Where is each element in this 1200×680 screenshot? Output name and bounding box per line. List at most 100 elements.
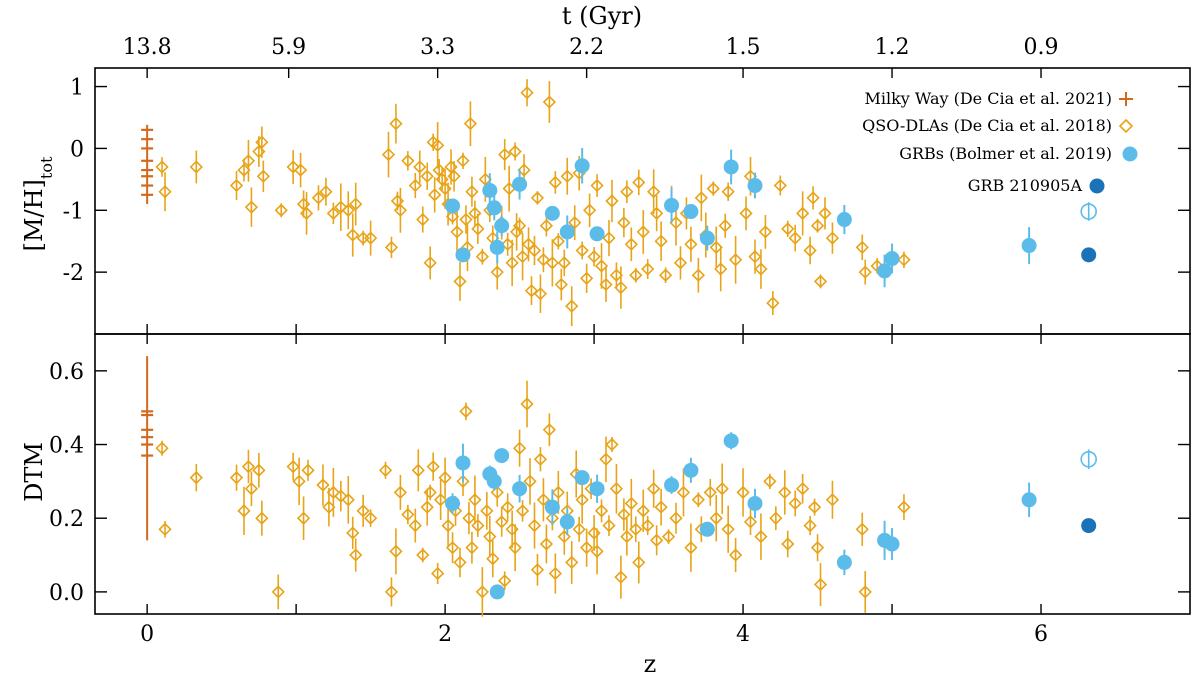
grb-point [512, 176, 528, 192]
qso-dla-point [897, 253, 911, 267]
qso-dla-point [241, 154, 256, 168]
qso-dla-point [495, 515, 509, 529]
grb-point [544, 499, 560, 515]
qso-dla-point [155, 441, 169, 455]
y-tick-label: 0.6 [49, 360, 84, 385]
qso-dla-point [420, 169, 434, 183]
qso-dla-point [475, 585, 489, 599]
grb-point [482, 182, 498, 198]
qso-dla-point [456, 474, 470, 488]
qso-dla-point [505, 256, 519, 270]
grb-point [494, 448, 510, 464]
qso-dla-point [650, 206, 664, 221]
qso-dla-point [416, 212, 430, 227]
qso-dla-point [490, 265, 504, 279]
qso-dla-point [641, 518, 655, 533]
grb-point [489, 239, 505, 255]
legend-label-qso-dlas: QSO-DLAs (De Cia et al. 2018) [862, 116, 1112, 135]
grb-point [544, 205, 560, 221]
qso-dla-point [605, 194, 619, 208]
legend-marker-circle [1122, 146, 1138, 162]
qso-dla-point [575, 493, 589, 507]
qso-dla-point [548, 175, 562, 190]
qso-dla-point [316, 478, 330, 492]
grb-point [455, 247, 471, 263]
qso-dla-point [858, 265, 872, 279]
qso-dla-point [806, 191, 820, 205]
qso-dla-point [237, 163, 251, 177]
grb-point [445, 495, 461, 511]
qso-dla-point [434, 493, 448, 507]
qso-dla-point [587, 250, 601, 264]
grb-point [699, 521, 715, 537]
qso-dla-point [754, 262, 768, 276]
grb-210905a-point [1081, 518, 1097, 534]
qso-dla-point [575, 243, 589, 258]
qso-dla-point [401, 507, 415, 522]
qso-dla-point [813, 577, 828, 592]
qso-dla-point [632, 555, 646, 570]
grb-point [512, 481, 528, 497]
qso-dla-point [423, 485, 437, 500]
x-tick-label: 2 [438, 622, 452, 647]
qso-dla-point [748, 250, 762, 264]
qso-dla-point [498, 574, 512, 588]
grb-point [683, 462, 699, 478]
qso-dla-point [189, 471, 203, 485]
qso-dla-point [565, 555, 579, 570]
grb-point [489, 584, 505, 600]
qso-dla-point [739, 206, 753, 221]
qso-dla-point [803, 243, 817, 258]
qso-dla-point [599, 452, 613, 466]
qso-dla-point [334, 200, 348, 214]
qso-dla-point [718, 219, 732, 233]
qso-dla-point [311, 191, 326, 205]
qso-dla-point [781, 537, 795, 551]
panel-bottom-frame [94, 333, 1191, 615]
qso-dla-point [483, 530, 497, 544]
grb-point [574, 470, 590, 486]
qso-dla-point [803, 518, 817, 533]
qso-dla-point [825, 493, 840, 507]
qso-dla-point [465, 185, 479, 199]
qso-dla-point [296, 511, 311, 525]
grb-point [699, 230, 715, 246]
qso-dla-point [545, 256, 559, 270]
x-tick-label: 4 [736, 622, 750, 647]
qso-dla-point [788, 496, 802, 511]
top-axis-tick-label: 1.2 [875, 35, 910, 60]
qso-dla-point [614, 280, 628, 295]
grb-point [445, 198, 461, 214]
qso-dla-point [530, 191, 545, 205]
qso-dla-point [551, 234, 565, 248]
qso-dla-point [694, 191, 708, 205]
grb-point [884, 251, 900, 267]
qso-dla-point [229, 178, 244, 193]
qso-dla-point [641, 262, 655, 276]
qso-dla-point [647, 185, 661, 199]
grb-point [494, 218, 510, 234]
qso-dla-point [244, 482, 259, 496]
y-tick-label: 0 [70, 137, 84, 162]
qso-dla-point [572, 522, 586, 536]
qso-dla-point [363, 231, 378, 245]
qso-dla-point [614, 570, 628, 584]
qso-dla-point [825, 231, 840, 245]
grb-point [747, 178, 763, 194]
qso-dla-point [565, 299, 579, 313]
qso-dla-point [721, 522, 735, 536]
grb-point [664, 477, 680, 493]
qso-dla-point [299, 206, 314, 221]
qso-dla-point [393, 203, 408, 217]
qso-dla-point [453, 555, 467, 570]
y-tick-label: -1 [63, 199, 84, 224]
qso-dla-point [401, 154, 415, 168]
qso-dla-point [346, 228, 360, 242]
qso-dla-point [356, 504, 370, 518]
qso-dla-point [384, 585, 399, 599]
qso-dla-point [691, 268, 705, 282]
qso-dla-point [754, 530, 768, 544]
grb-point [486, 200, 502, 216]
qso-dla-point [456, 154, 470, 168]
qso-dla-point [706, 181, 720, 196]
